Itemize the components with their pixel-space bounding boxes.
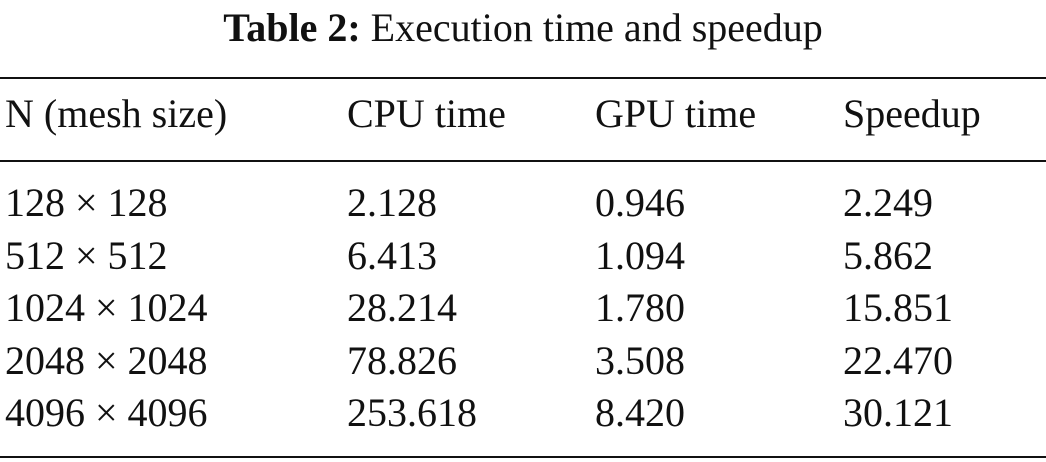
table-cell: 15.851	[843, 285, 953, 330]
table-cell: 78.826	[347, 337, 457, 383]
table-cell: 1.094	[595, 232, 685, 278]
table-cell: 2048 × 2048	[5, 337, 208, 383]
table-cell: 1.780	[595, 285, 685, 330]
header-cell: CPU time	[347, 91, 506, 136]
top-rule	[0, 77, 1046, 79]
table-cell: 253.618	[347, 390, 477, 435]
header-cell: GPU time	[595, 91, 757, 136]
table-cell: 0.946	[595, 180, 685, 225]
caption: Table 2: Execution time and speedup	[0, 2, 1046, 54]
table-cell: 30.121	[843, 390, 953, 435]
bottom-rule	[0, 456, 1046, 458]
table-cell: 5.862	[843, 232, 933, 278]
table-cell: 4096 × 4096	[5, 390, 208, 435]
caption-label: Table 2:	[223, 5, 361, 50]
table-cell: 22.470	[843, 337, 953, 383]
caption-text: Execution time and speedup	[370, 5, 823, 50]
table-cell: 2.128	[347, 180, 437, 225]
table-cell: 2.249	[843, 180, 933, 225]
table-cell: 3.508	[595, 337, 685, 383]
mid-rule	[0, 160, 1046, 162]
table-cell: 512 × 512	[5, 232, 168, 278]
table-cell: 1024 × 1024	[5, 285, 208, 330]
table-cell: 6.413	[347, 232, 437, 278]
table-cell: 128 × 128	[5, 180, 168, 225]
header-cell: N (mesh size)	[5, 91, 228, 136]
table-cell: 28.214	[347, 285, 457, 330]
header-cell: Speedup	[843, 91, 981, 136]
table-cell: 8.420	[595, 390, 685, 435]
